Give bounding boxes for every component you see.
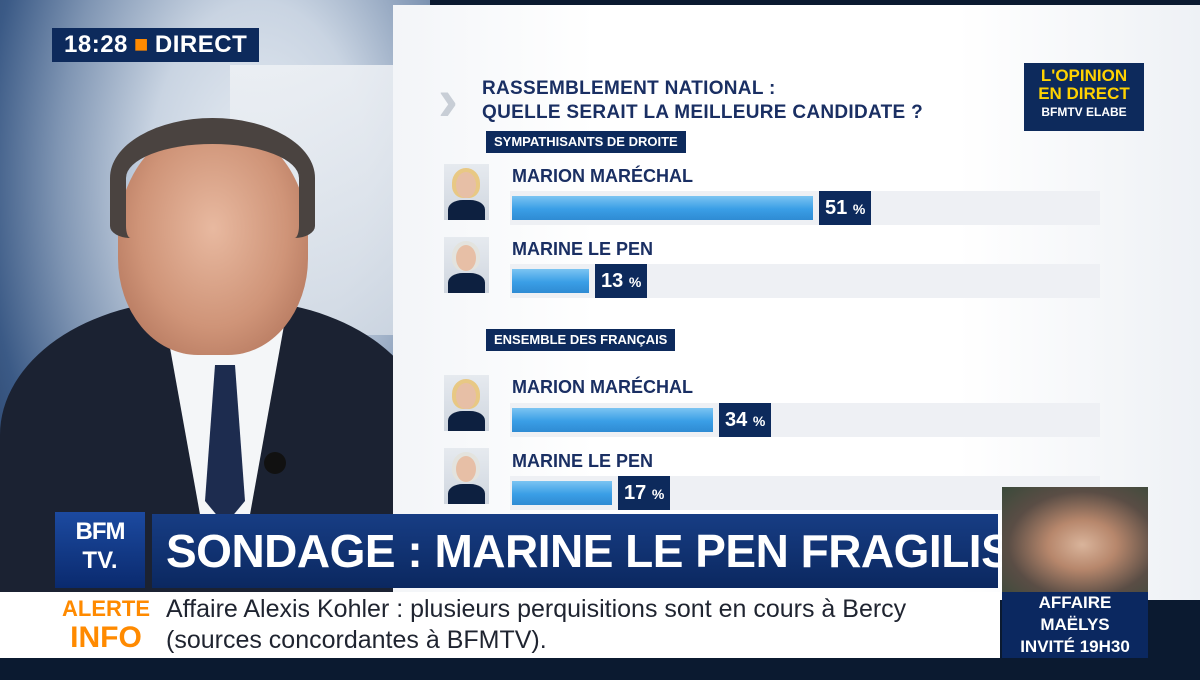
data-label: 17 % xyxy=(618,476,671,510)
headline-text: SONDAGE : MARINE LE PEN FRAGILISÉE xyxy=(166,525,1072,577)
bfm-logo-line2: TV. xyxy=(82,547,118,574)
studio-video xyxy=(0,0,430,600)
ticker-line1: Affaire Alexis Kohler : plusieurs perqui… xyxy=(166,595,907,623)
chart-title-line1: RASSEMBLEMENT NATIONAL : xyxy=(482,78,776,99)
live-dot-icon: ■ xyxy=(133,31,149,58)
candidate-photo-marechal xyxy=(444,164,489,220)
clock-time: 18:28 xyxy=(64,31,128,58)
group-label: ENSEMBLE DES FRANÇAIS xyxy=(486,329,676,351)
ticker-line2: (sources concordantes à BFMTV). xyxy=(166,626,547,654)
candidate-photo-marechal xyxy=(444,375,489,431)
logo-line3: BFMTV ELABE xyxy=(1041,105,1127,119)
ticker-text: Affaire Alexis Kohler : plusieurs perqui… xyxy=(166,594,986,656)
chart-title-line2: QUELLE SERAIT LA MEILLEURE CANDIDATE ? xyxy=(482,102,924,123)
bar xyxy=(512,269,589,293)
side-line2: INVITÉ 19H30 xyxy=(1020,637,1130,656)
side-promo-photo xyxy=(1002,487,1148,592)
bar xyxy=(512,481,612,505)
candidate-name: MARINE LE PEN xyxy=(512,239,654,259)
candidate-name: MARION MARÉCHAL xyxy=(512,377,693,397)
bar xyxy=(512,196,813,220)
alerte-info-tag: ALERTE INFO xyxy=(58,596,154,654)
logo-line2: EN DIRECT xyxy=(1038,84,1130,103)
opinion-direct-logo: L'OPINION EN DIRECT BFMTV ELABE xyxy=(1024,63,1144,131)
bfmtv-logo: BFM TV. xyxy=(55,512,145,588)
data-label: 13 % xyxy=(595,264,648,298)
alerte-line2: INFO xyxy=(70,621,142,654)
candidate-name: MARION MARÉCHAL xyxy=(512,166,693,186)
data-label: 51 % xyxy=(819,191,872,225)
live-clock: 18:28 ■ DIRECT xyxy=(52,28,260,62)
logo-line1: L'OPINION xyxy=(1040,66,1128,85)
live-label: DIRECT xyxy=(154,31,248,58)
guest-hair xyxy=(110,118,315,238)
headline-banner: SONDAGE : MARINE LE PEN FRAGILISÉE xyxy=(152,514,1086,588)
chevron-right-icon: › xyxy=(438,66,458,133)
candidate-photo-lepen xyxy=(444,448,489,504)
alerte-line1: ALERTE xyxy=(62,596,150,621)
candidate-name: MARINE LE PEN xyxy=(512,451,654,471)
group-label: SYMPATHISANTS DE DROITE xyxy=(486,131,686,153)
bottom-strip xyxy=(0,658,1200,675)
data-label: 34 % xyxy=(719,403,772,437)
news-ticker xyxy=(0,592,1000,658)
candidate-photo-lepen xyxy=(444,237,489,293)
side-line1: AFFAIRE MAËLYS xyxy=(1038,593,1112,634)
bar xyxy=(512,408,713,432)
bfm-logo-line1: BFM xyxy=(75,518,126,545)
chart-title: RASSEMBLEMENT NATIONAL : QUELLE SERAIT L… xyxy=(482,77,1022,125)
lapel-mic-icon xyxy=(264,452,286,474)
